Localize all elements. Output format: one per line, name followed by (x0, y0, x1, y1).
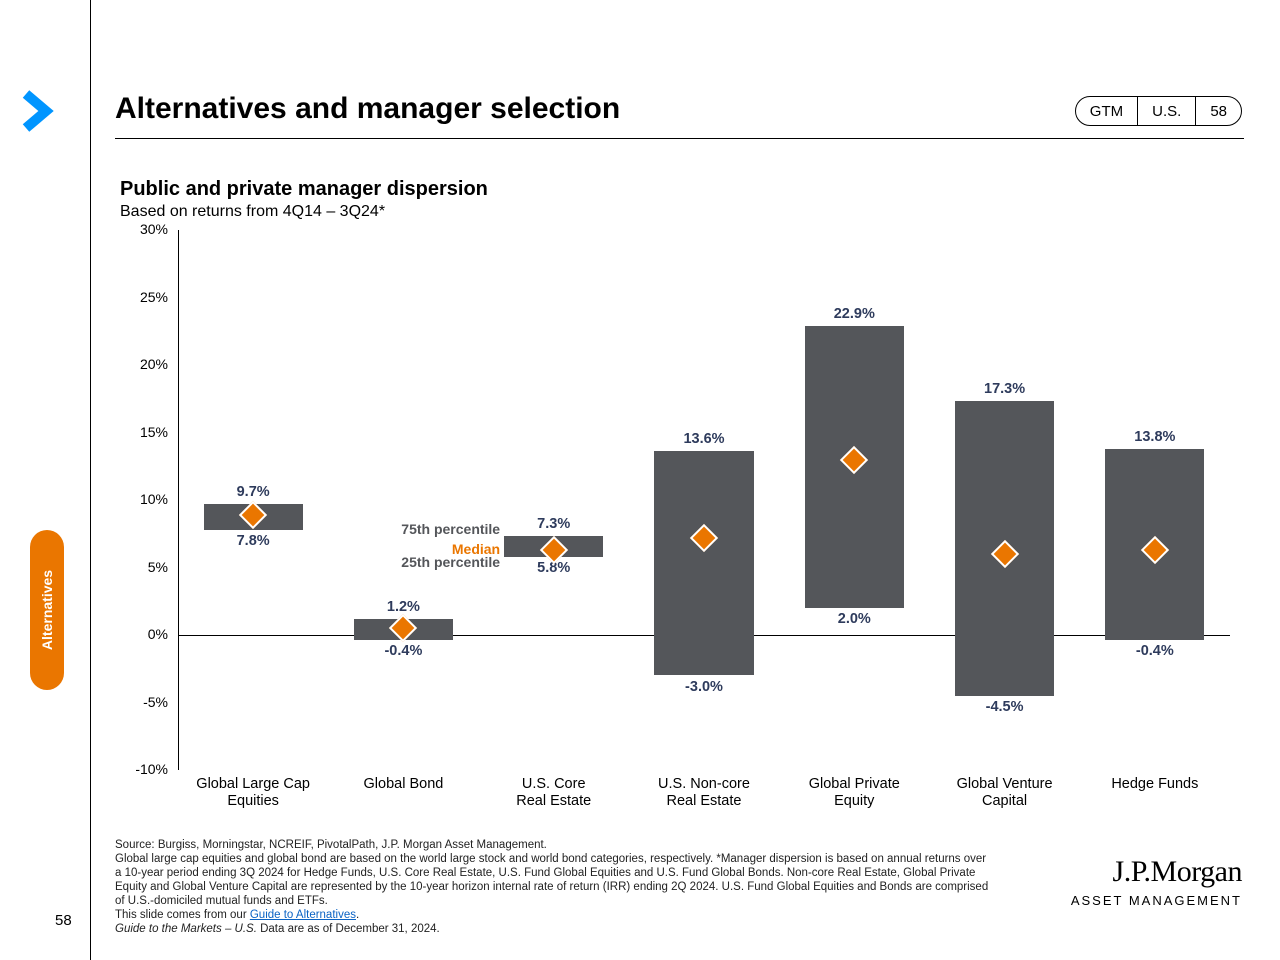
p25-label: 7.8% (193, 533, 313, 549)
p25-label: -0.4% (343, 643, 463, 659)
p75-label: 13.6% (644, 431, 764, 447)
pill-region: U.S. (1138, 97, 1196, 125)
footer-body: Global large cap equities and global bon… (115, 852, 995, 908)
chart-subtitle: Public and private manager dispersion Ba… (120, 178, 488, 221)
p25-label: 2.0% (794, 611, 914, 627)
chart-title: Public and private manager dispersion (120, 178, 488, 201)
p75-label: 13.8% (1095, 429, 1215, 445)
logo-main: J.P.Morgan (1071, 855, 1242, 889)
category-label: U.S. CoreReal Estate (479, 776, 629, 809)
logo-sub: ASSET MANAGEMENT (1071, 893, 1242, 908)
p75-label: 7.3% (494, 516, 614, 532)
vertical-divider (90, 0, 91, 960)
header-pill-group: GTM U.S. 58 (1075, 96, 1242, 126)
section-tab-alternatives: Alternatives (30, 530, 64, 690)
y-tick-label: 15% (120, 424, 168, 440)
p25-label: -3.0% (644, 679, 764, 695)
dispersion-chart: -10% -5% 0% 5% 10% 15% 20% 25% 30% 9.7% 7.8% Global… (120, 220, 1240, 820)
p25-label: -4.5% (945, 699, 1065, 715)
legend-label: 75th percentile (382, 521, 500, 537)
category-label: Hedge Funds (1080, 776, 1230, 793)
p25-label: -0.4% (1095, 643, 1215, 659)
category-label: Global Large CapEquities (178, 776, 328, 809)
footer-link-line: This slide comes from our Guide to Alter… (115, 908, 995, 922)
y-tick-label: 30% (120, 221, 168, 237)
p75-label: 17.3% (945, 381, 1065, 397)
pill-gtm: GTM (1076, 97, 1138, 125)
page-number-bottom: 58 (55, 912, 72, 929)
y-tick-label: 25% (120, 289, 168, 305)
category-label: U.S. Non-coreReal Estate (629, 776, 779, 809)
p75-label: 22.9% (794, 306, 914, 322)
y-tick-label: 0% (120, 626, 168, 642)
chart-subtitle-line: Based on returns from 4Q14 – 3Q24* (120, 203, 488, 221)
y-axis (178, 230, 179, 770)
y-tick-label: -10% (120, 761, 168, 777)
p75-label: 1.2% (343, 599, 463, 615)
brand-logo: J.P.Morgan ASSET MANAGEMENT (1071, 855, 1242, 908)
footer-source: Source: Burgiss, Morningstar, NCREIF, Pi… (115, 838, 995, 852)
footer-notes: Source: Burgiss, Morningstar, NCREIF, Pi… (115, 838, 995, 936)
category-label: Global Bond (328, 776, 478, 793)
category-label: Global PrivateEquity (779, 776, 929, 809)
y-tick-label: 10% (120, 491, 168, 507)
section-tab-label: Alternatives (39, 570, 55, 650)
pill-page: 58 (1196, 97, 1241, 125)
category-label: Global VentureCapital (929, 776, 1079, 809)
p75-label: 9.7% (193, 484, 313, 500)
guide-alternatives-link[interactable]: Guide to Alternatives (250, 909, 356, 921)
y-tick-label: -5% (120, 694, 168, 710)
y-tick-label: 20% (120, 356, 168, 372)
nav-arrow-icon[interactable] (22, 90, 56, 132)
legend-label: 25th percentile (382, 554, 500, 570)
footer-guide-line: Guide to the Markets – U.S. Data are as … (115, 922, 995, 936)
header-rule (115, 138, 1244, 139)
dispersion-bar (654, 451, 753, 675)
chart-container: -10% -5% 0% 5% 10% 15% 20% 25% 30% 9.7% 7.8% Global… (120, 220, 1240, 820)
y-tick-label: 5% (120, 559, 168, 575)
